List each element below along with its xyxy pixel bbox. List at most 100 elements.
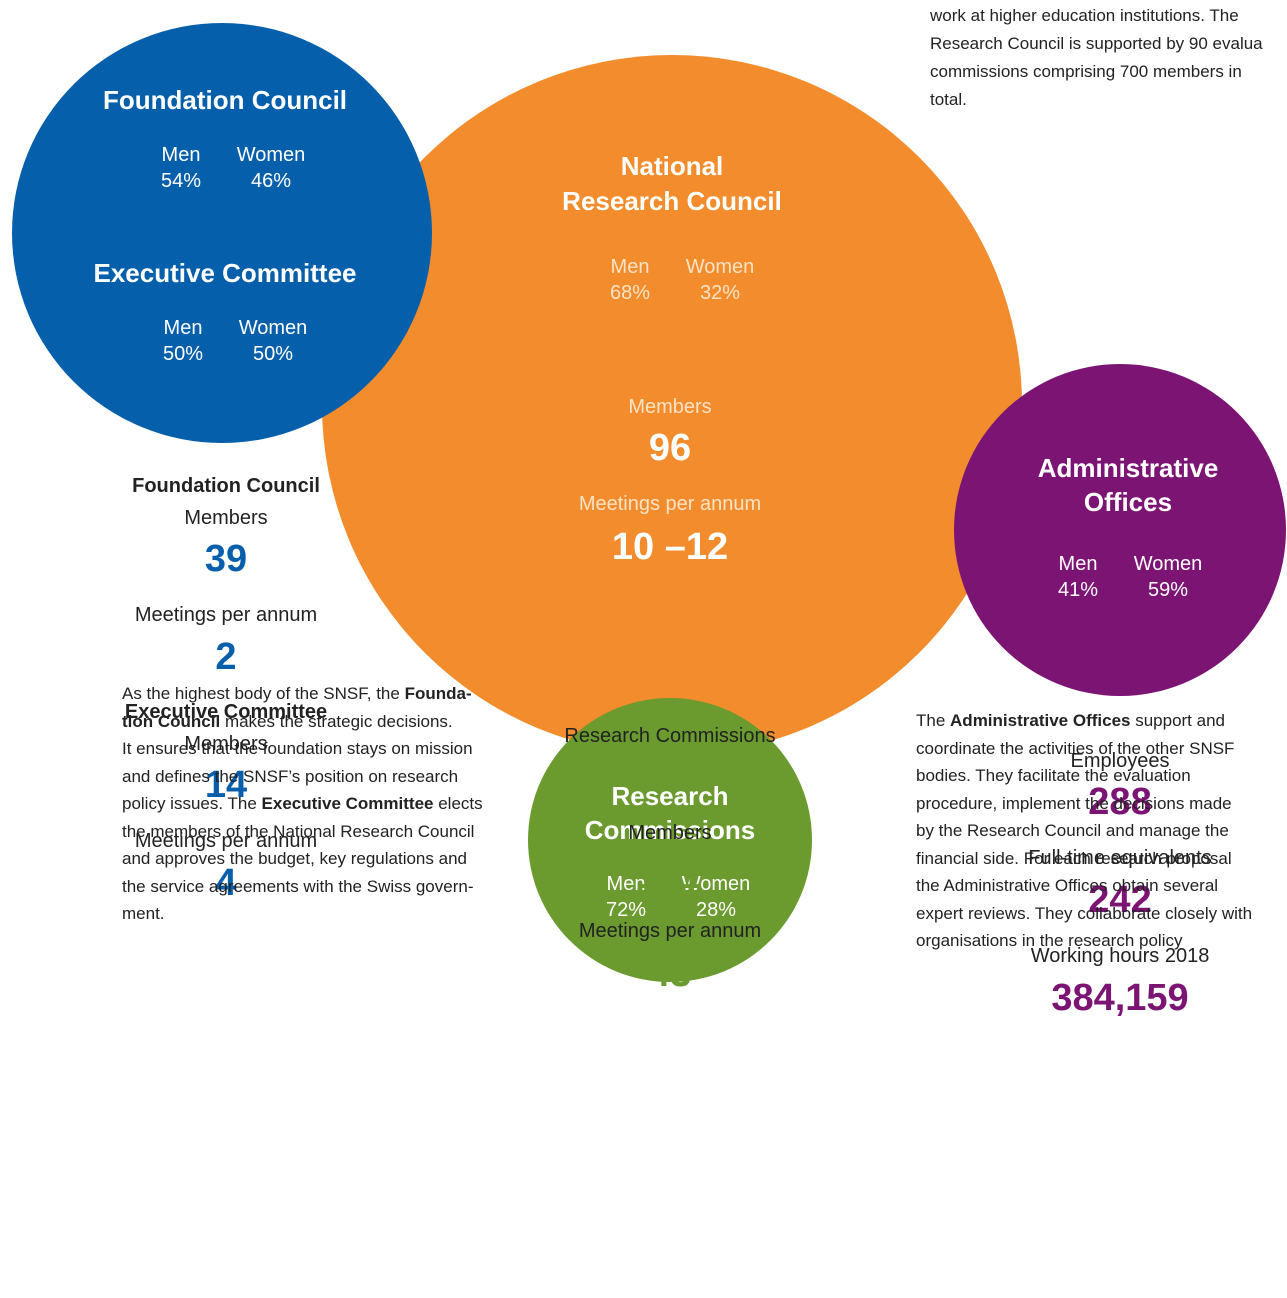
text: expert reviews. They collaborate closely…	[916, 903, 1253, 923]
men-label: Men	[1058, 553, 1098, 575]
stat-value: 10 –12	[611, 526, 729, 568]
bold-text: Executive Committee	[261, 794, 434, 813]
men-value: 68%	[609, 282, 651, 304]
men-label: Men	[610, 256, 650, 278]
text: the service agreements with the Swiss go…	[122, 876, 474, 896]
stat-value: 12	[648, 757, 692, 799]
text: work at higher education institutions. T…	[930, 6, 1239, 25]
women-value: 59%	[1147, 579, 1189, 601]
women-label: Women	[236, 144, 306, 166]
text: financial side. For each research propos…	[916, 848, 1232, 868]
stat-value: 242	[1088, 879, 1152, 921]
circle-title: Executive Committee	[93, 258, 357, 288]
circle-title: National	[620, 151, 724, 181]
text: support and	[1130, 711, 1225, 730]
paragraph-line: procedure, implement the decisions made	[916, 795, 1232, 812]
text: ment.	[122, 904, 165, 923]
text: by the Research Council and manage the	[916, 821, 1229, 840]
blue-circle	[12, 23, 432, 443]
stat-label: Meetings per annum	[578, 493, 762, 515]
circle-title: Administrative	[1037, 453, 1219, 483]
stat-label: Members	[628, 822, 712, 844]
women-label: Women	[685, 256, 755, 278]
stat-label: Members	[628, 396, 712, 418]
circle-title: Offices	[1083, 487, 1173, 517]
men-value: 50%	[162, 343, 204, 365]
women-value: 50%	[252, 343, 294, 365]
paragraph-line: and defines the SNSF’s position on resea…	[122, 768, 458, 785]
green-circle	[528, 698, 812, 982]
paragraph-line: As the highest body of the SNSF, the Fou…	[122, 685, 472, 702]
stat-value: 43	[648, 953, 692, 995]
men-label: Men	[161, 144, 201, 166]
women-label: Women	[681, 873, 751, 895]
text: total.	[930, 90, 967, 109]
text: Research Council is supported by 90 eval…	[930, 34, 1263, 53]
stat-label: Working hours 2018	[1030, 945, 1210, 967]
men-label: Men	[606, 873, 646, 895]
circle-title: Commissions	[584, 815, 756, 845]
stat-value: 14	[204, 764, 248, 806]
text: coordinate the activities of the other S…	[916, 738, 1235, 758]
stat-value: 384,159	[1051, 977, 1189, 1019]
text: the members of the National Research Cou…	[122, 821, 475, 841]
purple-circle	[954, 364, 1286, 696]
paragraph-line: Research Council is supported by 90 eval…	[930, 35, 1263, 52]
circle-title: Research Council	[562, 186, 782, 216]
paragraph-line: the service agreements with the Swiss go…	[122, 878, 474, 895]
text: elects	[433, 794, 483, 813]
women-value: 28%	[695, 899, 737, 921]
text: procedure, implement the decisions made	[916, 793, 1232, 813]
stat-label: Meetings per annum	[134, 604, 318, 626]
text: organisations in the research policy	[916, 931, 1183, 950]
paragraph-line: financial side. For each research propos…	[916, 850, 1232, 867]
paragraph-line: the Administrative Offices obtain severa…	[916, 877, 1218, 894]
stat-label: Members	[184, 507, 268, 529]
text: and defines the SNSF’s position on resea…	[122, 766, 459, 786]
stat-value: 288	[1088, 781, 1152, 823]
paragraph-line: policy issues. The Executive Committee e…	[122, 795, 483, 812]
paragraph-line: bodies. They facilitate the evaluation	[916, 767, 1191, 784]
paragraph-line: by the Research Council and manage the	[916, 822, 1229, 839]
stat-value: 191	[638, 855, 702, 897]
text: commissions comprising 700 members in	[930, 62, 1242, 81]
paragraph-line: coordinate the activities of the other S…	[916, 740, 1234, 757]
stat-label: Employees	[1070, 750, 1170, 772]
women-label: Women	[238, 317, 308, 339]
text: the Administrative Offices obtain severa…	[916, 876, 1219, 895]
stat-heading: Foundation Council	[132, 475, 320, 497]
women-value: 46%	[250, 170, 292, 192]
text: policy issues. The	[122, 794, 262, 813]
text: As the highest body of the SNSF, the	[122, 684, 405, 703]
paragraph-line: ment.	[122, 905, 165, 922]
paragraph-line: organisations in the research policy	[916, 932, 1182, 949]
stat-label: Full-time equivalents	[1028, 847, 1212, 869]
paragraph-line: and approves the budget, key regulations…	[122, 850, 467, 867]
text: makes the strategic decisions.	[220, 711, 453, 731]
text: and approves the budget, key regulations…	[122, 849, 467, 868]
bold-text: tion Council	[122, 711, 221, 731]
stat-label: Research Commissions	[564, 725, 776, 747]
paragraph-line: commissions comprising 700 members in	[930, 63, 1242, 80]
text: It ensures that the foundation stays on …	[122, 739, 473, 758]
paragraph-line: tion Council makes the strategic decisio…	[122, 713, 453, 730]
men-value: 54%	[160, 170, 202, 192]
stat-value: 96	[648, 427, 692, 469]
circle-title: Research	[611, 781, 729, 811]
circle-title: Foundation Council	[102, 85, 348, 115]
orange-circle	[322, 55, 1022, 755]
stat-value: 39	[204, 538, 248, 580]
stat-value: 4	[215, 862, 237, 904]
stat-label: Meetings per annum	[134, 830, 318, 852]
men-value: 72%	[605, 899, 647, 921]
text: The	[916, 711, 951, 730]
bold-text: Administrative Offices	[950, 711, 1131, 730]
text: bodies. They facilitate the evaluation	[916, 766, 1191, 785]
paragraph-line: The Administrative Offices support and	[916, 712, 1225, 729]
women-label: Women	[1133, 553, 1203, 575]
stat-label: Members	[184, 733, 268, 755]
bold-text: Founda-	[404, 684, 472, 703]
paragraph-line: the members of the National Research Cou…	[122, 823, 474, 840]
men-label: Men	[163, 317, 203, 339]
